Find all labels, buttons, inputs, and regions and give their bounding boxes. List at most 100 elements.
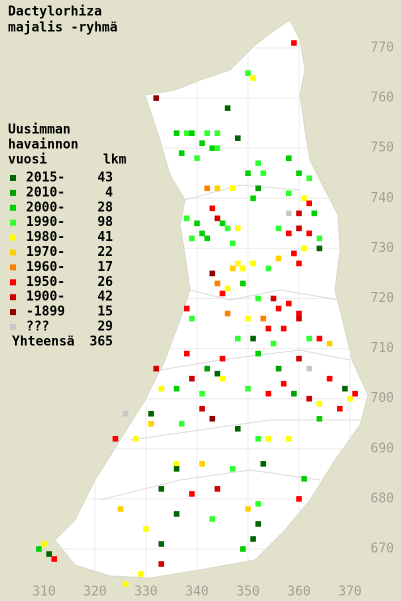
observation-square	[158, 385, 165, 392]
legend-count: 43	[97, 171, 113, 186]
legend-count: 22	[97, 245, 113, 260]
observation-square	[158, 561, 165, 567]
observation-square	[296, 260, 302, 267]
observation-square	[285, 300, 292, 307]
northing-label: 760	[371, 91, 394, 106]
observation-square	[234, 135, 241, 141]
observation-square	[301, 245, 307, 252]
observation-square	[275, 305, 282, 312]
observation-square	[296, 315, 302, 322]
legend-label: 2010-	[26, 185, 65, 200]
observations	[36, 40, 358, 587]
observation-square	[255, 160, 262, 167]
observation-square	[214, 185, 221, 192]
observation-square	[158, 541, 165, 547]
observation-square	[209, 270, 216, 277]
legend-count: 29	[97, 320, 113, 335]
observation-square	[250, 536, 256, 542]
observation-square	[189, 375, 195, 382]
observation-square	[326, 375, 333, 382]
observation-square	[209, 516, 216, 522]
northing-label: 770	[371, 41, 394, 56]
legend-label: 2000-	[26, 200, 65, 215]
legend-label: ???	[26, 320, 49, 335]
observation-square	[291, 250, 297, 257]
observation-square	[204, 365, 211, 372]
observation-square	[178, 420, 185, 427]
legend-label: 1970-	[26, 245, 65, 260]
legend-label: 1950-	[26, 275, 65, 290]
observation-square	[296, 210, 302, 217]
legend-swatch	[10, 189, 16, 196]
observation-square	[224, 105, 231, 111]
observation-square	[173, 466, 180, 472]
legend-count: 41	[97, 230, 113, 245]
observation-square	[234, 335, 241, 342]
legend-heading: Uusimman	[8, 123, 71, 138]
observation-square	[255, 350, 262, 357]
observation-square	[209, 415, 216, 422]
legend-label: 1990-	[26, 215, 65, 230]
observation-square	[199, 405, 205, 412]
observation-square	[158, 486, 165, 492]
observation-square	[178, 150, 185, 157]
observation-square	[224, 285, 231, 292]
observation-square	[173, 130, 180, 136]
observation-square	[306, 335, 313, 342]
observation-square	[245, 70, 251, 76]
observation-square	[270, 295, 277, 302]
observation-square	[306, 230, 313, 237]
observation-square	[352, 390, 358, 397]
observation-square	[240, 546, 246, 552]
observation-square	[183, 305, 190, 312]
observation-square	[296, 310, 302, 317]
northing-label: 720	[371, 291, 394, 306]
observation-square	[301, 476, 307, 482]
legend-swatch	[10, 175, 16, 181]
observation-square	[143, 526, 149, 532]
observation-square	[194, 220, 200, 227]
observation-square	[265, 435, 272, 442]
legend-swatch	[10, 234, 16, 241]
observation-square	[46, 551, 52, 557]
observation-square	[148, 410, 154, 417]
observation-square	[301, 195, 307, 202]
observation-square	[347, 395, 353, 402]
easting-label: 310	[32, 585, 55, 600]
legend-total-label: Yhteensä	[12, 334, 75, 349]
observation-square	[209, 205, 216, 212]
observation-square	[153, 365, 160, 372]
observation-square	[183, 130, 190, 136]
legend-heading: vuosi	[8, 153, 47, 168]
northing-label: 710	[371, 341, 394, 356]
observation-square	[199, 390, 205, 397]
legend-count: 42	[97, 290, 113, 305]
observation-square	[285, 435, 292, 442]
observation-square	[240, 280, 246, 287]
observation-square	[214, 215, 221, 222]
observation-square	[265, 390, 272, 397]
northing-label: 750	[371, 141, 394, 156]
easting-label: 370	[338, 585, 361, 600]
observation-square	[214, 486, 221, 492]
observation-square	[255, 521, 262, 527]
observation-square	[255, 501, 262, 507]
legend-total-count: 365	[90, 334, 113, 349]
observation-square	[51, 556, 58, 562]
observation-square	[265, 325, 272, 332]
observation-square	[326, 340, 333, 347]
observation-square	[285, 210, 292, 217]
observation-square	[285, 230, 292, 237]
observation-square	[291, 390, 297, 397]
observation-square	[173, 461, 180, 467]
observation-square	[41, 541, 47, 547]
observation-square	[245, 170, 251, 177]
legend-count: 98	[97, 215, 113, 230]
observation-square	[285, 190, 292, 197]
observation-square	[199, 461, 205, 467]
legend-swatch	[10, 309, 16, 316]
observation-square	[199, 230, 205, 237]
observation-square	[148, 420, 154, 427]
legend-swatch	[10, 219, 16, 226]
observation-square	[250, 335, 256, 342]
